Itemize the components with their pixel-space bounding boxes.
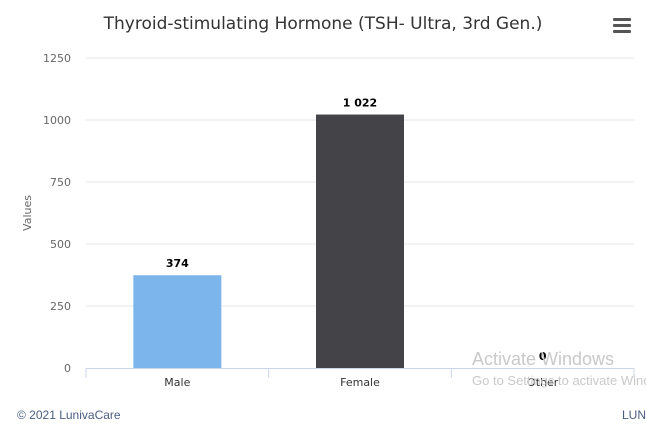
data-label: 1 022 <box>343 97 377 110</box>
y-tick-label: 250 <box>50 300 71 313</box>
bar-female[interactable] <box>316 114 404 368</box>
footer-right-text: LUN <box>622 408 646 422</box>
y-tick-label: 1000 <box>43 114 71 127</box>
bars: 374 1 022 0 <box>133 96 548 368</box>
data-label: 374 <box>166 257 189 270</box>
x-tick-label: Male <box>164 376 190 389</box>
footer-copyright: © 2021 LunivaCare <box>17 408 121 422</box>
axes: 0 250 500 750 1000 1250 Male Female Other <box>43 52 635 389</box>
x-tick-label: Female <box>340 376 380 389</box>
chart-menu-button[interactable] <box>610 16 634 38</box>
y-tick-label: 1250 <box>43 52 71 65</box>
y-tick-label: 0 <box>64 362 71 375</box>
hamburger-menu-icon <box>610 18 634 33</box>
chart-title: Thyroid-stimulating Hormone (TSH- Ultra,… <box>103 14 543 34</box>
y-axis-title: Values <box>21 195 34 231</box>
bar-male[interactable] <box>133 275 222 368</box>
x-tick-label: Other <box>527 376 559 389</box>
data-label: 0 <box>539 350 547 363</box>
y-tick-label: 500 <box>50 238 71 251</box>
y-tick-label: 750 <box>50 176 71 189</box>
